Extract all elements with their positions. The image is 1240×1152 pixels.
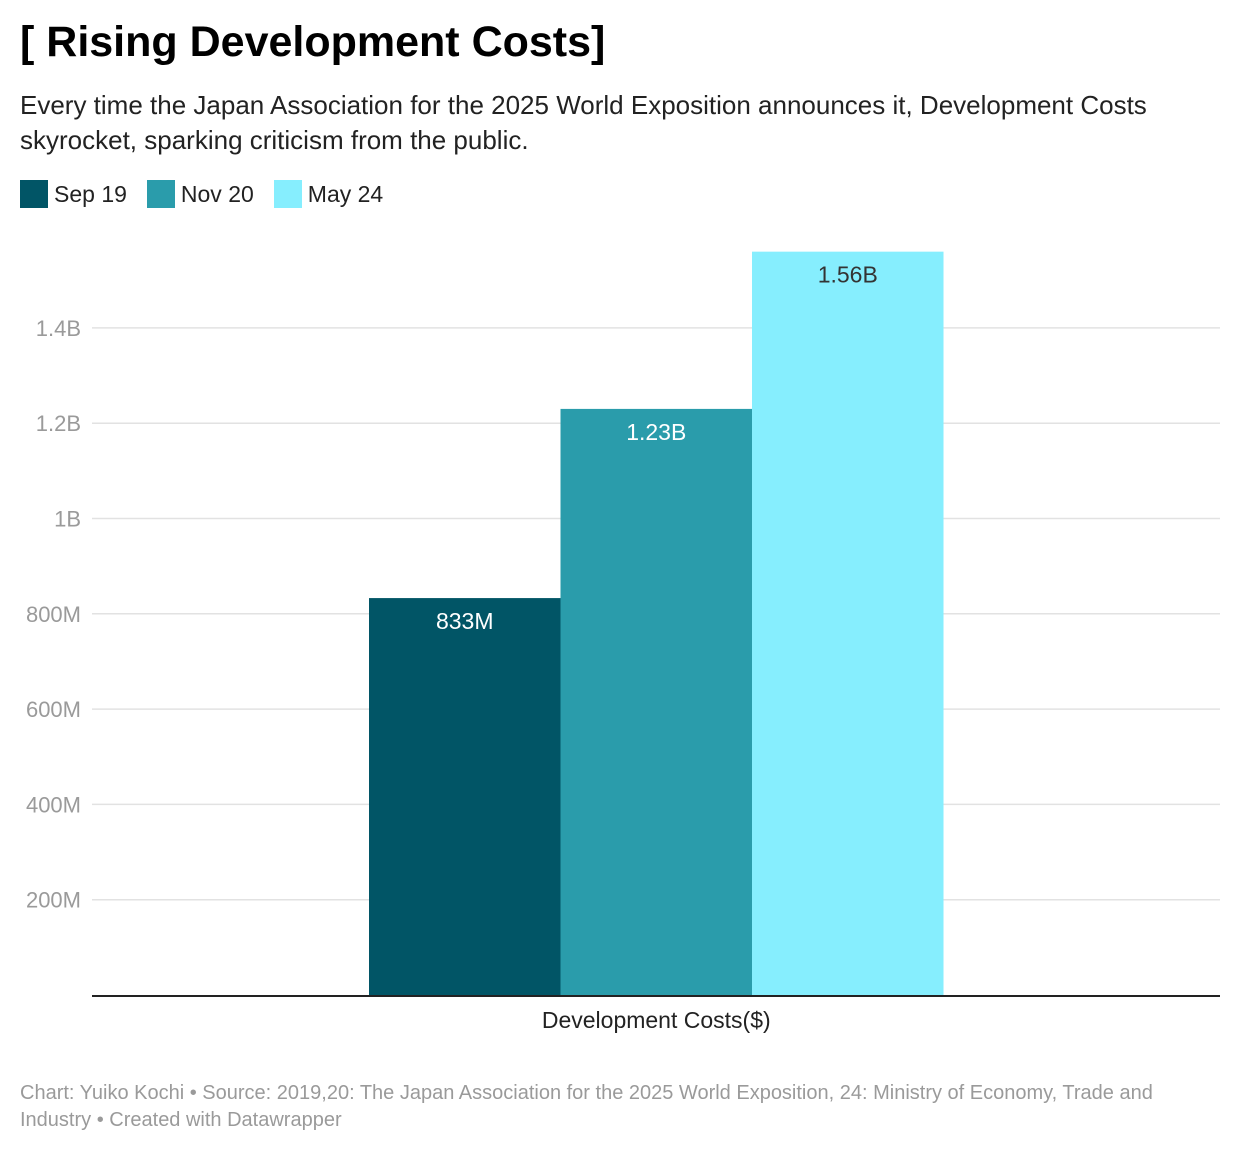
chart-footer: Chart: Yuiko Kochi • Source: 2019,20: Th… bbox=[20, 1080, 1220, 1134]
legend-label-may-24: May 24 bbox=[307, 180, 384, 207]
legend-item-sep-19: Sep 19 bbox=[20, 180, 127, 208]
y-tick-label: 1.2B bbox=[36, 411, 81, 436]
bar-nov-20 bbox=[560, 408, 752, 995]
bar-may-24 bbox=[752, 251, 944, 995]
y-tick-label: 1B bbox=[54, 507, 81, 532]
legend-label-nov-20: Nov 20 bbox=[180, 180, 254, 207]
footer-separator-1: • bbox=[184, 1082, 203, 1104]
bar-sep-19 bbox=[369, 598, 561, 995]
data-label: 1.56B bbox=[818, 262, 878, 288]
footer-created-with: Created with Datawrapper bbox=[109, 1109, 342, 1131]
y-tick-label: 1.4B bbox=[36, 316, 81, 341]
footer-separator-2: • bbox=[91, 1109, 110, 1131]
footer-chart-credit: Chart: Yuiko Kochi bbox=[20, 1082, 185, 1104]
legend-swatch-nov-20 bbox=[146, 180, 175, 208]
legend-item-may-24: May 24 bbox=[273, 180, 384, 208]
legend-swatch-may-24 bbox=[273, 180, 302, 208]
legend-item-nov-20: Nov 20 bbox=[146, 180, 254, 208]
x-category-label: Development Costs($) bbox=[542, 1007, 771, 1033]
legend-swatch-sep-19 bbox=[20, 180, 48, 208]
legend: Sep 19 Nov 20 May 24 bbox=[20, 180, 403, 208]
data-label: 833M bbox=[436, 608, 494, 634]
legend-label-sep-19: Sep 19 bbox=[54, 180, 127, 207]
bar-chart: 200M 400M 600M 800M 1B 1.2B 1.4B 833M 1.23B 1.56B… bbox=[26, 251, 1220, 1033]
y-tick-label: 400M bbox=[26, 792, 81, 817]
y-tick-label: 200M bbox=[26, 888, 81, 913]
y-tick-label: 600M bbox=[26, 697, 81, 722]
data-label: 1.23B bbox=[626, 419, 686, 445]
y-tick-label: 800M bbox=[26, 602, 81, 627]
chart-subtitle: Every time the Japan Association for the… bbox=[20, 90, 1147, 155]
footer-source: Source: 2019,20: The Japan Association f… bbox=[20, 1082, 1153, 1131]
chart-title: [ Rising Development Costs] bbox=[20, 18, 606, 66]
